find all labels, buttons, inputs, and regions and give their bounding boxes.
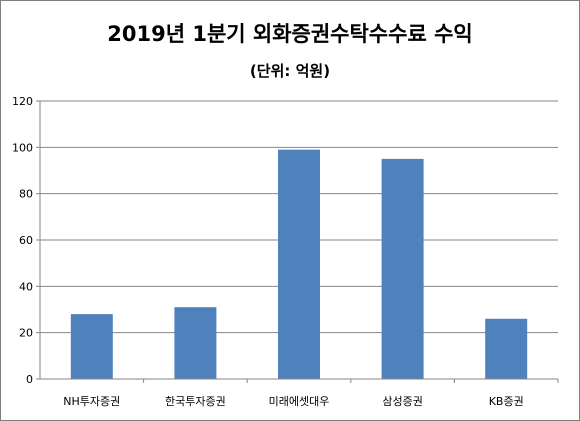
bar: [381, 158, 424, 379]
x-tick-label: NH투자증권: [63, 395, 120, 408]
bars: [70, 149, 528, 379]
x-tick-label: KB증권: [489, 395, 524, 408]
bar: [485, 318, 528, 379]
bar: [174, 307, 217, 379]
y-tick-label: 80: [19, 188, 33, 201]
x-tick-labels: NH투자증권 한국투자증권 미래에셋대우 삼성증권 KB증권: [63, 395, 523, 408]
y-tick-label: 40: [19, 280, 33, 293]
bar: [278, 149, 320, 379]
x-tick-label: 한국투자증권: [165, 395, 226, 408]
y-tick-label: 120: [12, 95, 33, 108]
chart-subtitle: (단위: 억원): [249, 62, 331, 80]
y-tick-label: 0: [26, 373, 33, 386]
bar: [70, 314, 113, 379]
y-tick-label: 20: [19, 327, 33, 340]
chart-title: 2019년 1분기 외화증권수탁수수료 수익: [107, 22, 473, 46]
y-tick-label: 100: [12, 141, 33, 154]
y-tick-label: 60: [19, 234, 33, 247]
y-tick-labels: 0 20 40 60 80 100 120: [12, 95, 33, 386]
axes: [39, 101, 558, 380]
x-tick-label: 미래에셋대우: [269, 395, 330, 408]
x-tick-label: 삼성증권: [382, 395, 422, 408]
